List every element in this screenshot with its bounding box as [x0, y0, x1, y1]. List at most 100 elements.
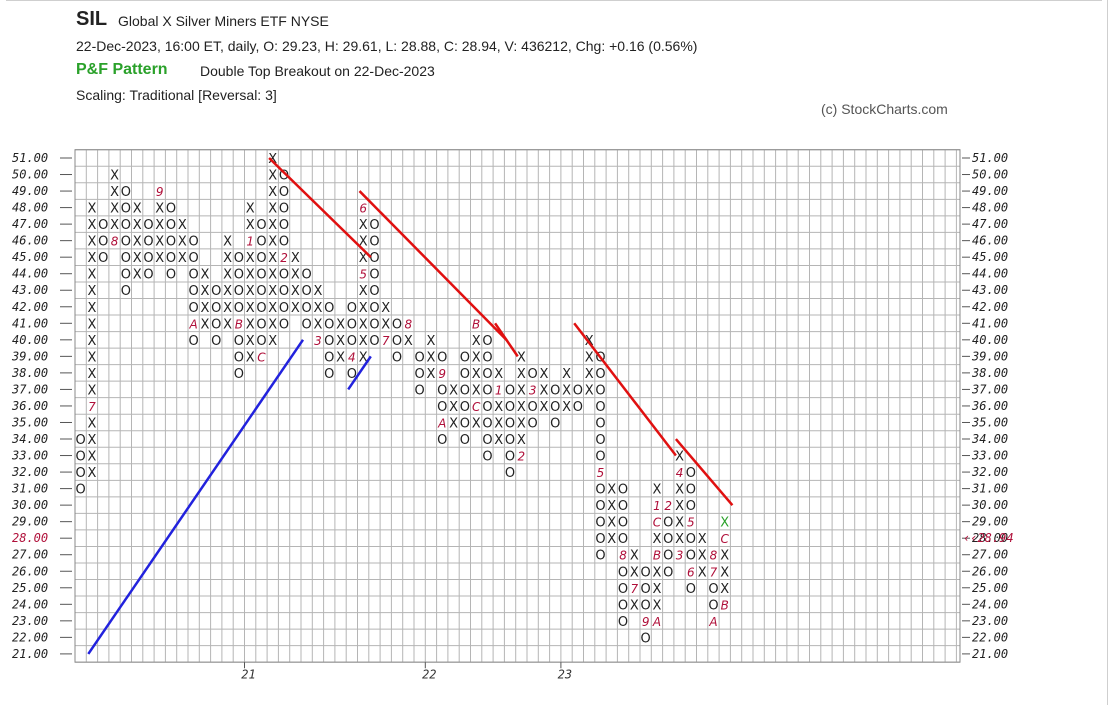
x-box: X	[155, 235, 164, 250]
o-box: O	[121, 251, 131, 266]
month-marker: 6	[359, 202, 367, 216]
x-box: X	[698, 532, 707, 547]
o-box: O	[189, 235, 199, 250]
x-box: X	[223, 251, 232, 266]
y-tick-label-left: 35.00	[11, 415, 48, 429]
o-box: O	[76, 466, 86, 481]
x-box: X	[246, 251, 255, 266]
y-tick-label-left: 49.00	[12, 184, 48, 198]
x-box: X	[268, 334, 277, 349]
x-box: X	[562, 367, 571, 382]
o-box: O	[505, 383, 515, 398]
x-box: X	[246, 284, 255, 299]
o-box: O	[573, 383, 583, 398]
o-box: O	[279, 218, 289, 233]
y-tick-label-right: 42.00	[972, 300, 1008, 314]
x-box: X	[585, 383, 594, 398]
y-tick-label-right: 22.00	[972, 630, 1008, 644]
y-tick-label-right: 35.00	[971, 415, 1008, 429]
o-box: O	[686, 532, 696, 547]
o-box: O	[166, 235, 176, 250]
x-box: X	[630, 565, 639, 580]
pattern-text: Double Top Breakout on 22-Dec-2023	[200, 63, 435, 79]
x-box: X	[359, 251, 368, 266]
o-box: O	[460, 416, 470, 431]
y-tick-label-left: 48.00	[12, 201, 48, 215]
y-tick-label-left: 50.00	[12, 168, 48, 182]
o-box: O	[550, 416, 560, 431]
o-box: O	[211, 334, 221, 349]
x-box: X	[268, 169, 277, 184]
o-box: O	[166, 268, 176, 283]
o-box: O	[369, 218, 379, 233]
o-box: O	[166, 202, 176, 217]
o-box: O	[369, 317, 379, 332]
x-box: X	[87, 235, 96, 250]
x-box: X	[675, 516, 684, 531]
x-box: X	[652, 598, 661, 613]
x-box: X	[313, 317, 322, 332]
o-box: O	[618, 565, 628, 580]
y-tick-label-right: 40.00	[972, 333, 1008, 347]
y-tick-label-left: 43.00	[12, 283, 48, 297]
y-tick-label-right: 44.00	[972, 267, 1008, 281]
o-box: O	[595, 383, 605, 398]
y-tick-label-right: 29.00	[972, 515, 1008, 529]
y-tick-label-right: 45.00	[972, 250, 1008, 264]
x-box: X	[246, 317, 255, 332]
o-box: O	[392, 317, 402, 332]
y-tick-label-right: 36.00	[971, 399, 1008, 413]
y-tick-label-left: 45.00	[12, 250, 48, 264]
month-marker: A	[437, 416, 446, 430]
o-box: O	[347, 301, 357, 316]
o-box: O	[279, 169, 289, 184]
x-box: X	[87, 317, 96, 332]
x-box: X	[359, 317, 368, 332]
month-marker: 7	[88, 400, 96, 414]
y-tick-label-right: 43.00	[972, 283, 1008, 297]
y-tick-label-left: 24.00	[12, 597, 48, 611]
o-box: O	[302, 301, 312, 316]
x-box: X	[246, 301, 255, 316]
x-box: X	[336, 317, 345, 332]
o-box: O	[618, 483, 628, 498]
o-box: O	[505, 466, 515, 481]
resistance-trend-line	[494, 322, 519, 358]
o-box: O	[618, 516, 628, 531]
o-box: O	[189, 251, 199, 266]
o-box: O	[256, 317, 266, 332]
month-marker: 2	[280, 251, 288, 265]
x-box: X	[246, 218, 255, 233]
x-box: X	[200, 268, 209, 283]
month-marker: 1	[495, 383, 503, 397]
x-box: X	[178, 235, 187, 250]
x-box: X	[630, 549, 639, 564]
x-box: X	[87, 268, 96, 283]
o-box: O	[460, 350, 470, 365]
x-box: X	[87, 284, 96, 299]
x-box: X	[652, 532, 661, 547]
o-box: O	[234, 367, 244, 382]
o-box: O	[528, 400, 538, 415]
x-box: X	[607, 516, 616, 531]
resistance-trend-line	[573, 322, 677, 457]
y-tick-label-right: 37.00	[971, 382, 1008, 396]
x-box: X	[607, 483, 616, 498]
x-box: X	[675, 450, 684, 465]
o-box: O	[279, 185, 289, 200]
month-marker: 1	[246, 235, 254, 249]
x-box: X	[517, 416, 526, 431]
x-box: X	[155, 218, 164, 233]
x-box: X	[133, 218, 142, 233]
o-box: O	[595, 450, 605, 465]
x-box: X	[517, 383, 526, 398]
o-box: O	[392, 334, 402, 349]
o-box: O	[324, 350, 334, 365]
o-box: O	[437, 350, 447, 365]
o-box: O	[505, 450, 515, 465]
month-marker: 6	[687, 565, 695, 579]
o-box: O	[324, 367, 334, 382]
month-marker: B	[721, 598, 729, 612]
x-box: X	[381, 317, 390, 332]
x-box: X	[291, 268, 300, 283]
